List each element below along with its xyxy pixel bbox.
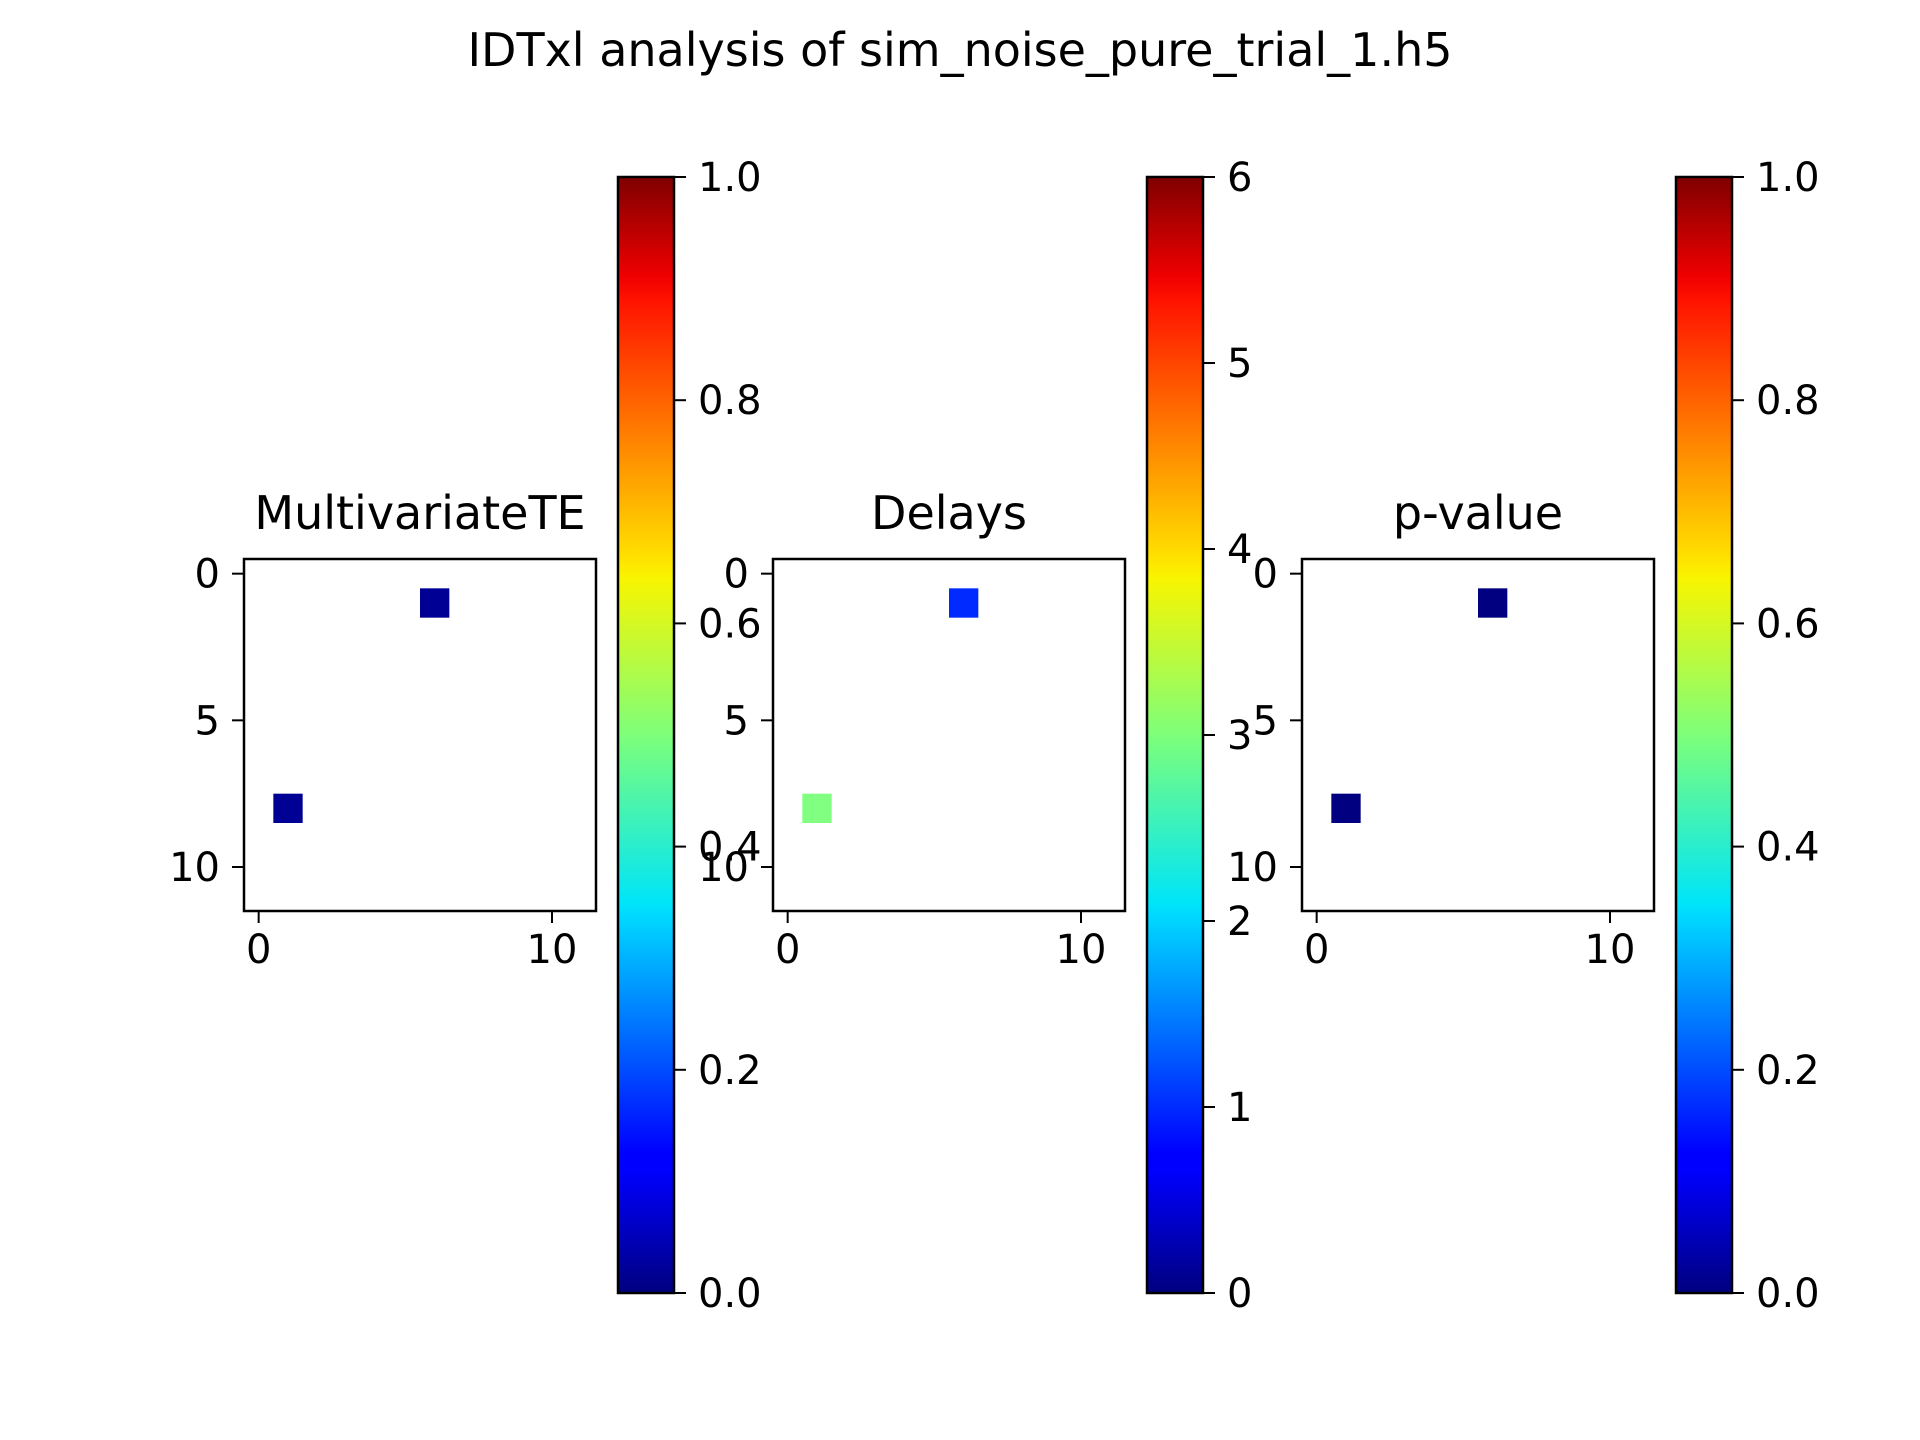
colorbar-tick-label: 0.8 (1756, 378, 1820, 424)
y-tick-label: 10 (1227, 845, 1278, 891)
colorbar-tick-label: 1.0 (698, 155, 762, 201)
colorbar-tick-label: 0.2 (698, 1048, 762, 1094)
colorbar-tick-label: 0.4 (698, 825, 762, 871)
heatmap-cell (420, 588, 450, 618)
y-tick-label: 0 (1253, 552, 1278, 598)
y-tick-label: 10 (169, 845, 220, 891)
colorbar-tick-label: 6 (1227, 155, 1252, 201)
panel-title: p-value (1393, 486, 1563, 540)
x-tick-label: 10 (1585, 927, 1636, 973)
axes-background (1302, 559, 1654, 911)
colorbar-tick-label: 0.4 (1756, 825, 1820, 871)
heatmap-cell (949, 588, 979, 618)
y-tick-label: 5 (1253, 698, 1278, 744)
axes-background (773, 559, 1125, 911)
colorbar-tick-label: 0 (1227, 1271, 1252, 1317)
colorbar-tick-label: 0.0 (698, 1271, 762, 1317)
colorbar-tick-label: 0.8 (698, 378, 762, 424)
colorbar-gradient (1147, 177, 1203, 1293)
colorbar-tick-label: 3 (1227, 713, 1252, 759)
colorbar-tick-label: 5 (1227, 341, 1252, 387)
colorbar-frame (616, 175, 676, 1295)
figure-title: IDTxl analysis of sim_noise_pure_trial_1… (467, 23, 1452, 77)
x-tick-label: 10 (527, 927, 578, 973)
colorbar-tick-label: 1.0 (1756, 155, 1820, 201)
axes-frame (242, 557, 598, 913)
colorbar-tick-label: 4 (1227, 527, 1252, 573)
axes-background (244, 559, 596, 911)
colorbar-tick-label: 0.6 (698, 601, 762, 647)
heatmap-cell (1331, 793, 1361, 823)
colorbar-tick-label: 0.6 (1756, 601, 1820, 647)
colorbar-tick-label: 1 (1227, 1085, 1252, 1131)
x-tick-label: 0 (1304, 927, 1329, 973)
y-tick-label: 5 (724, 698, 749, 744)
y-tick-label: 10 (698, 845, 749, 891)
colorbar-gradient (1676, 177, 1732, 1293)
colorbar-tick-label: 0.0 (1756, 1271, 1820, 1317)
panel-delays: Delays 0 10 0 5 10 0 1 2 3 4 5 6 (698, 155, 1252, 1317)
heatmap-cell (1478, 588, 1508, 618)
heatmap-cell (273, 793, 303, 823)
x-tick-label: 0 (775, 927, 800, 973)
colorbar-tick-label: 2 (1227, 899, 1252, 945)
panel-title: Delays (871, 486, 1027, 540)
heatmap-cell (802, 793, 832, 823)
y-tick-label: 5 (195, 698, 220, 744)
colorbar-tick-label: 0.2 (1756, 1048, 1820, 1094)
panel-multivariatete: MultivariateTE 0 10 0 5 10 0.0 0.2 0.4 0.6 0.8 1.0 (169, 155, 762, 1317)
x-tick-label: 0 (246, 927, 271, 973)
y-tick-label: 0 (724, 552, 749, 598)
axes-frame (1300, 557, 1656, 913)
colorbar-gradient (618, 177, 674, 1293)
y-tick-label: 0 (195, 552, 220, 598)
axes-frame (771, 557, 1127, 913)
panel-title: MultivariateTE (254, 486, 585, 540)
colorbar-frame (1674, 175, 1734, 1295)
x-tick-label: 10 (1056, 927, 1107, 973)
